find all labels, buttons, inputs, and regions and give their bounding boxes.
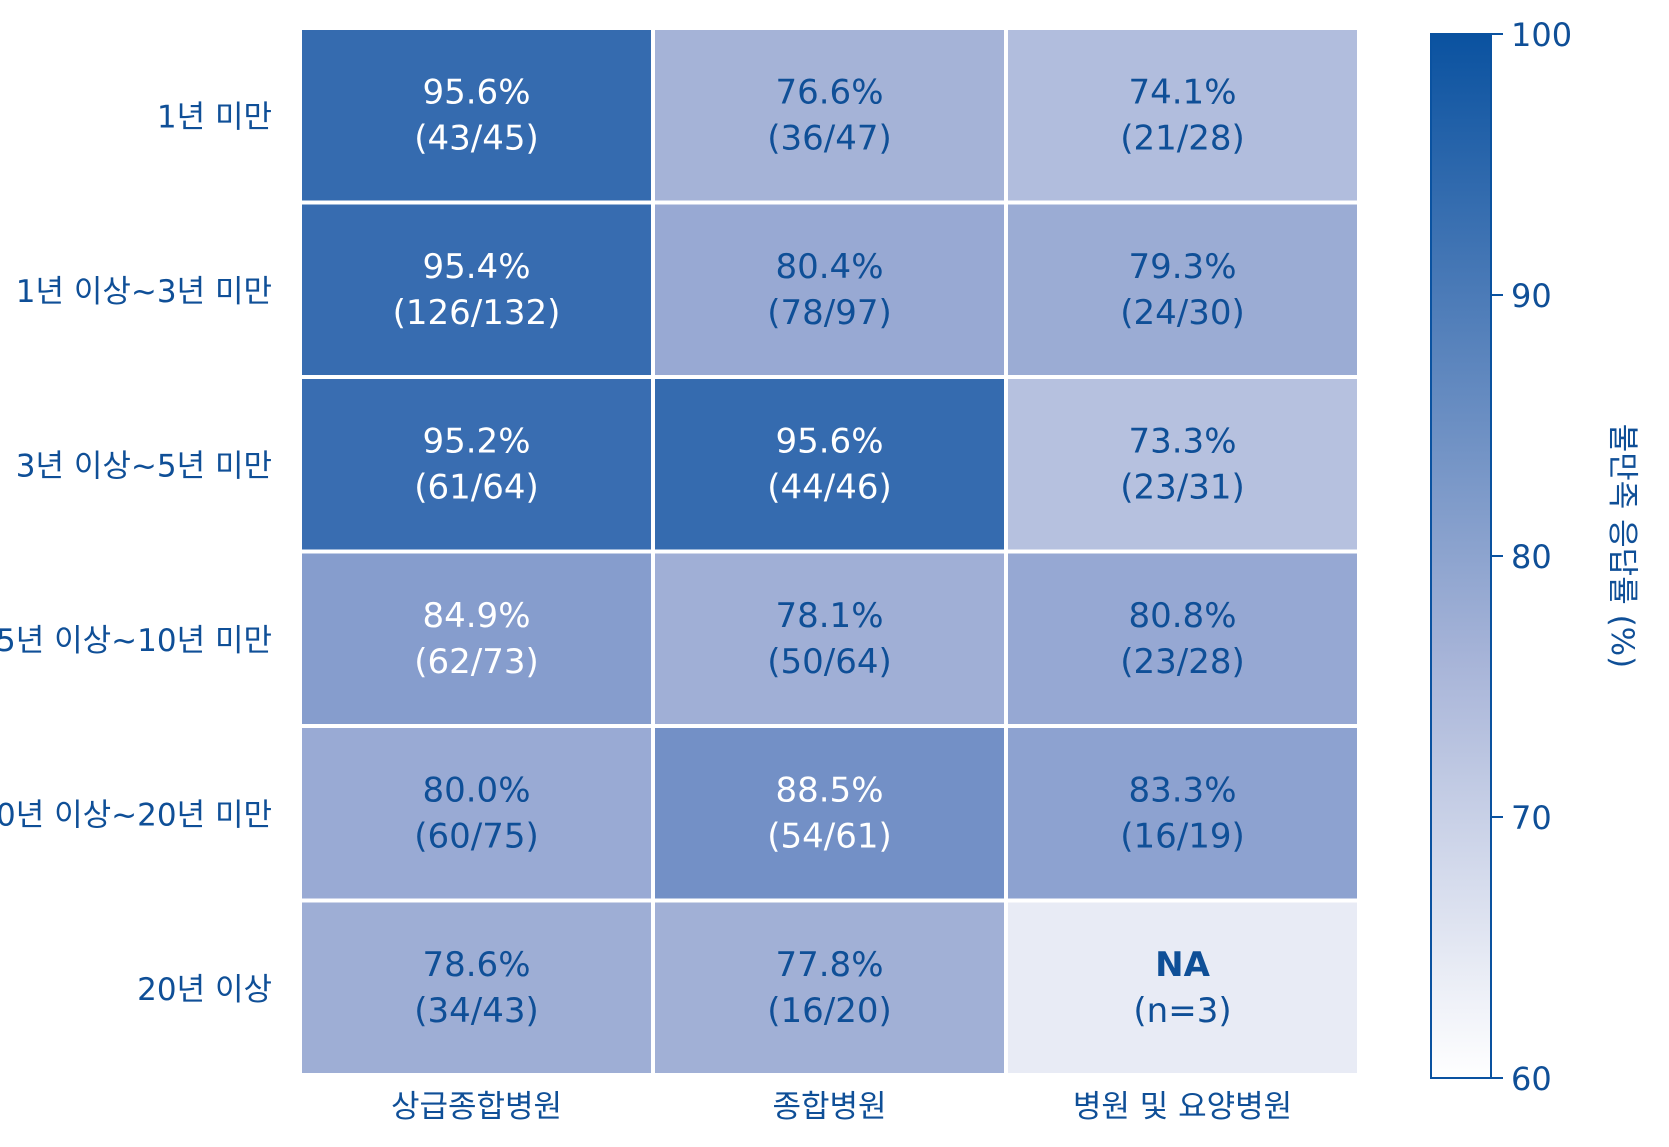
cell-count-label: (23/28): [1120, 642, 1245, 682]
heatmap-cell: 95.2% (61/64): [302, 379, 651, 550]
heatmap-cell: 77.8% (16/20): [655, 902, 1004, 1073]
cell-value-label: 83.3%: [1128, 770, 1236, 810]
cell-count-label: (23/31): [1120, 467, 1245, 507]
cell-value-label: 78.6%: [422, 945, 530, 985]
row-label: 10년 이상~20년 미만: [0, 797, 272, 833]
heatmap-cells: 95.6% (43/45) 76.6% (36/47) 74.1% (21/28) 95.4…: [302, 30, 1357, 1073]
cell-fill: [655, 30, 1004, 201]
cell-value-label: 95.6%: [775, 421, 883, 461]
cell-count-label: (n=3): [1133, 991, 1231, 1031]
colorbar-tick-label: 100: [1511, 16, 1572, 54]
cell-fill: [302, 902, 651, 1073]
heatmap-cell: 78.1% (50/64): [655, 553, 1004, 724]
heatmap-cell: 80.8% (23/28): [1008, 553, 1357, 724]
heatmap-cell: 74.1% (21/28): [1008, 30, 1357, 201]
cell-count-label: (61/64): [414, 467, 539, 507]
heatmap-cell: 78.6% (34/43): [302, 902, 651, 1073]
cell-count-label: (36/47): [767, 118, 892, 158]
heatmap-cell: 95.4% (126/132): [302, 204, 651, 375]
heatmap-cell: 80.4% (78/97): [655, 204, 1004, 375]
cell-fill: [1008, 204, 1357, 375]
cell-fill: [1008, 553, 1357, 724]
cell-count-label: (62/73): [414, 642, 539, 682]
cell-value-label: 80.4%: [775, 247, 883, 287]
heatmap-cell: 73.3% (23/31): [1008, 379, 1357, 550]
heatmap-cell: 76.6% (36/47): [655, 30, 1004, 201]
cell-value-label: 73.3%: [1128, 421, 1236, 461]
cell-fill: [302, 30, 651, 201]
colorbar-label: 불만족 응답률 (%): [1604, 424, 1640, 668]
cell-value-label: NA: [1155, 945, 1210, 985]
cell-fill: [302, 379, 651, 550]
cell-count-label: (16/20): [767, 991, 892, 1031]
heatmap-cell: 95.6% (43/45): [302, 30, 651, 201]
cell-count-label: (78/97): [767, 293, 892, 333]
colorbar-tick-label: 80: [1511, 538, 1552, 576]
cell-fill: [302, 728, 651, 899]
cell-value-label: 95.6%: [422, 72, 530, 112]
cell-fill: [302, 204, 651, 375]
colorbar-tick-label: 60: [1511, 1060, 1552, 1098]
cell-fill: [302, 553, 651, 724]
cell-value-label: 84.9%: [422, 596, 530, 636]
cell-value-label: 79.3%: [1128, 247, 1236, 287]
cell-value-label: 78.1%: [775, 596, 883, 636]
cell-count-label: (50/64): [767, 642, 892, 682]
cell-count-label: (24/30): [1120, 293, 1245, 333]
heatmap-cell: 88.5% (54/61): [655, 728, 1004, 899]
cell-value-label: 88.5%: [775, 770, 883, 810]
cell-value-label: 80.0%: [422, 770, 530, 810]
cell-fill: [1008, 728, 1357, 899]
cell-fill: [1008, 902, 1357, 1073]
cell-fill: [1008, 30, 1357, 201]
heatmap-cell: 83.3% (16/19): [1008, 728, 1357, 899]
cell-count-label: (43/45): [414, 118, 539, 158]
cell-count-label: (21/28): [1120, 118, 1245, 158]
colorbar-tick-label: 90: [1511, 277, 1552, 315]
column-label: 병원 및 요양병원: [1073, 1089, 1292, 1125]
cell-value-label: 95.2%: [422, 421, 530, 461]
row-label: 3년 이상~5년 미만: [16, 448, 272, 484]
row-label: 5년 이상~10년 미만: [0, 623, 272, 659]
cell-value-label: 77.8%: [775, 945, 883, 985]
cell-count-label: (60/75): [414, 816, 539, 856]
cell-fill: [655, 728, 1004, 899]
cell-count-label: (44/46): [767, 467, 892, 507]
heatmap-cell: 84.9% (62/73): [302, 553, 651, 724]
row-label: 1년 이상~3년 미만: [16, 274, 272, 310]
cell-count-label: (16/19): [1120, 816, 1245, 856]
cell-value-label: 95.4%: [422, 247, 530, 287]
cell-value-label: 74.1%: [1128, 72, 1236, 112]
colorbar-gradient: [1430, 33, 1492, 1079]
cell-fill: [655, 902, 1004, 1073]
column-label: 종합병원: [772, 1089, 886, 1125]
row-label: 20년 이상: [137, 972, 272, 1008]
colorbar-tick-label: 70: [1511, 799, 1552, 837]
cell-value-label: 76.6%: [775, 72, 883, 112]
column-labels: 상급종합병원 종합병원 병원 및 요양병원: [391, 1089, 1292, 1125]
row-labels: 1년 미만 1년 이상~3년 미만 3년 이상~5년 미만 5년 이상~10년 미만 1…: [0, 99, 272, 1008]
cell-fill: [655, 379, 1004, 550]
cell-fill: [655, 553, 1004, 724]
cell-count-label: (34/43): [414, 991, 539, 1031]
colorbar: 100 90 80 70 60 불만족 응답률 (%): [1430, 16, 1640, 1098]
heatmap-cell: 80.0% (60/75): [302, 728, 651, 899]
cell-fill: [1008, 379, 1357, 550]
cell-fill: [655, 204, 1004, 375]
heatmap-cell: 79.3% (24/30): [1008, 204, 1357, 375]
column-label: 상급종합병원: [391, 1089, 562, 1125]
cell-count-label: (54/61): [767, 816, 892, 856]
row-label: 1년 미만: [157, 99, 272, 135]
cell-value-label: 80.8%: [1128, 596, 1236, 636]
heatmap-cell: 95.6% (44/46): [655, 379, 1004, 550]
heatmap-cell: NA (n=3): [1008, 902, 1357, 1073]
cell-count-label: (126/132): [393, 293, 561, 333]
